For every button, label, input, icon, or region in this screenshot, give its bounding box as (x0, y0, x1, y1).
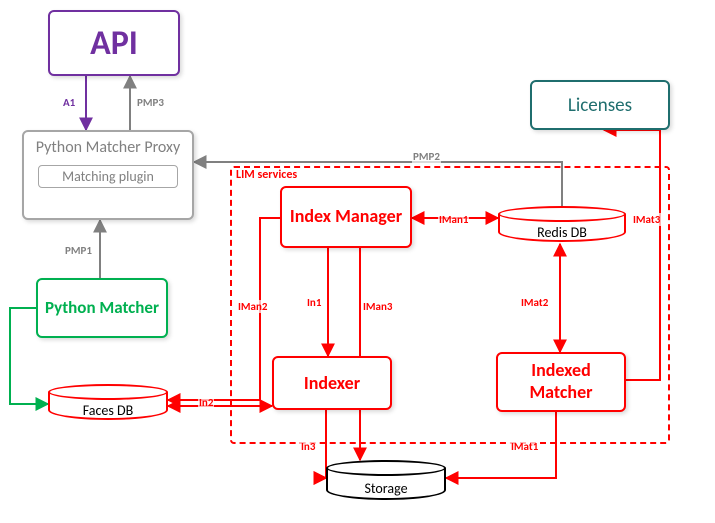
edge-label-in1: In1 (306, 296, 322, 309)
cylinder-faces-db: Faces DB (48, 384, 168, 420)
cylinder-redis-db-label: Redis DB (498, 224, 626, 241)
node-python-matcher-proxy: Python Matcher Proxy Matching plugin (22, 130, 194, 220)
edge-label-imat3: IMat3 (632, 213, 661, 226)
edge-label-iman3: IMan3 (362, 300, 393, 313)
node-matching-plugin: Matching plugin (38, 165, 178, 188)
node-python-matcher-label: Python Matcher (45, 298, 159, 318)
edge-label-a1: A1 (62, 96, 76, 109)
edge-label-pmp2: PMP2 (412, 150, 441, 163)
node-index-manager: Index Manager (280, 186, 412, 248)
node-python-matcher: Python Matcher (36, 278, 168, 338)
edge-label-in3: In3 (300, 440, 316, 453)
edge-label-iman2: IMan2 (237, 300, 268, 313)
node-indexed-matcher: Indexed Matcher (496, 352, 626, 412)
edge-label-pmp3: PMP3 (136, 96, 165, 109)
node-proxy-label: Python Matcher Proxy (36, 138, 180, 157)
edge-label-pmp1: PMP1 (64, 244, 93, 257)
node-api: API (48, 10, 180, 76)
node-matching-plugin-label: Matching plugin (62, 168, 154, 185)
node-api-label: API (90, 23, 138, 64)
node-indexer: Indexer (272, 356, 392, 410)
edge-label-imat1: IMat1 (510, 440, 539, 453)
edge-label-iman1: IMan1 (438, 213, 469, 226)
group-lim-label: LIM services (236, 168, 297, 182)
edge-label-in2: In2 (198, 396, 214, 409)
node-index-manager-label: Index Manager (290, 206, 402, 228)
cylinder-storage: Storage (326, 460, 446, 500)
node-licenses-label: Licenses (568, 94, 632, 117)
edge-label-imat2: IMat2 (520, 296, 549, 309)
cylinder-redis-db: Redis DB (498, 206, 626, 242)
cylinder-faces-db-label: Faces DB (48, 402, 168, 419)
node-licenses: Licenses (530, 80, 670, 130)
cylinder-storage-label: Storage (326, 480, 446, 497)
node-indexer-label: Indexer (304, 372, 360, 394)
node-indexed-matcher-label: Indexed Matcher (498, 360, 624, 403)
